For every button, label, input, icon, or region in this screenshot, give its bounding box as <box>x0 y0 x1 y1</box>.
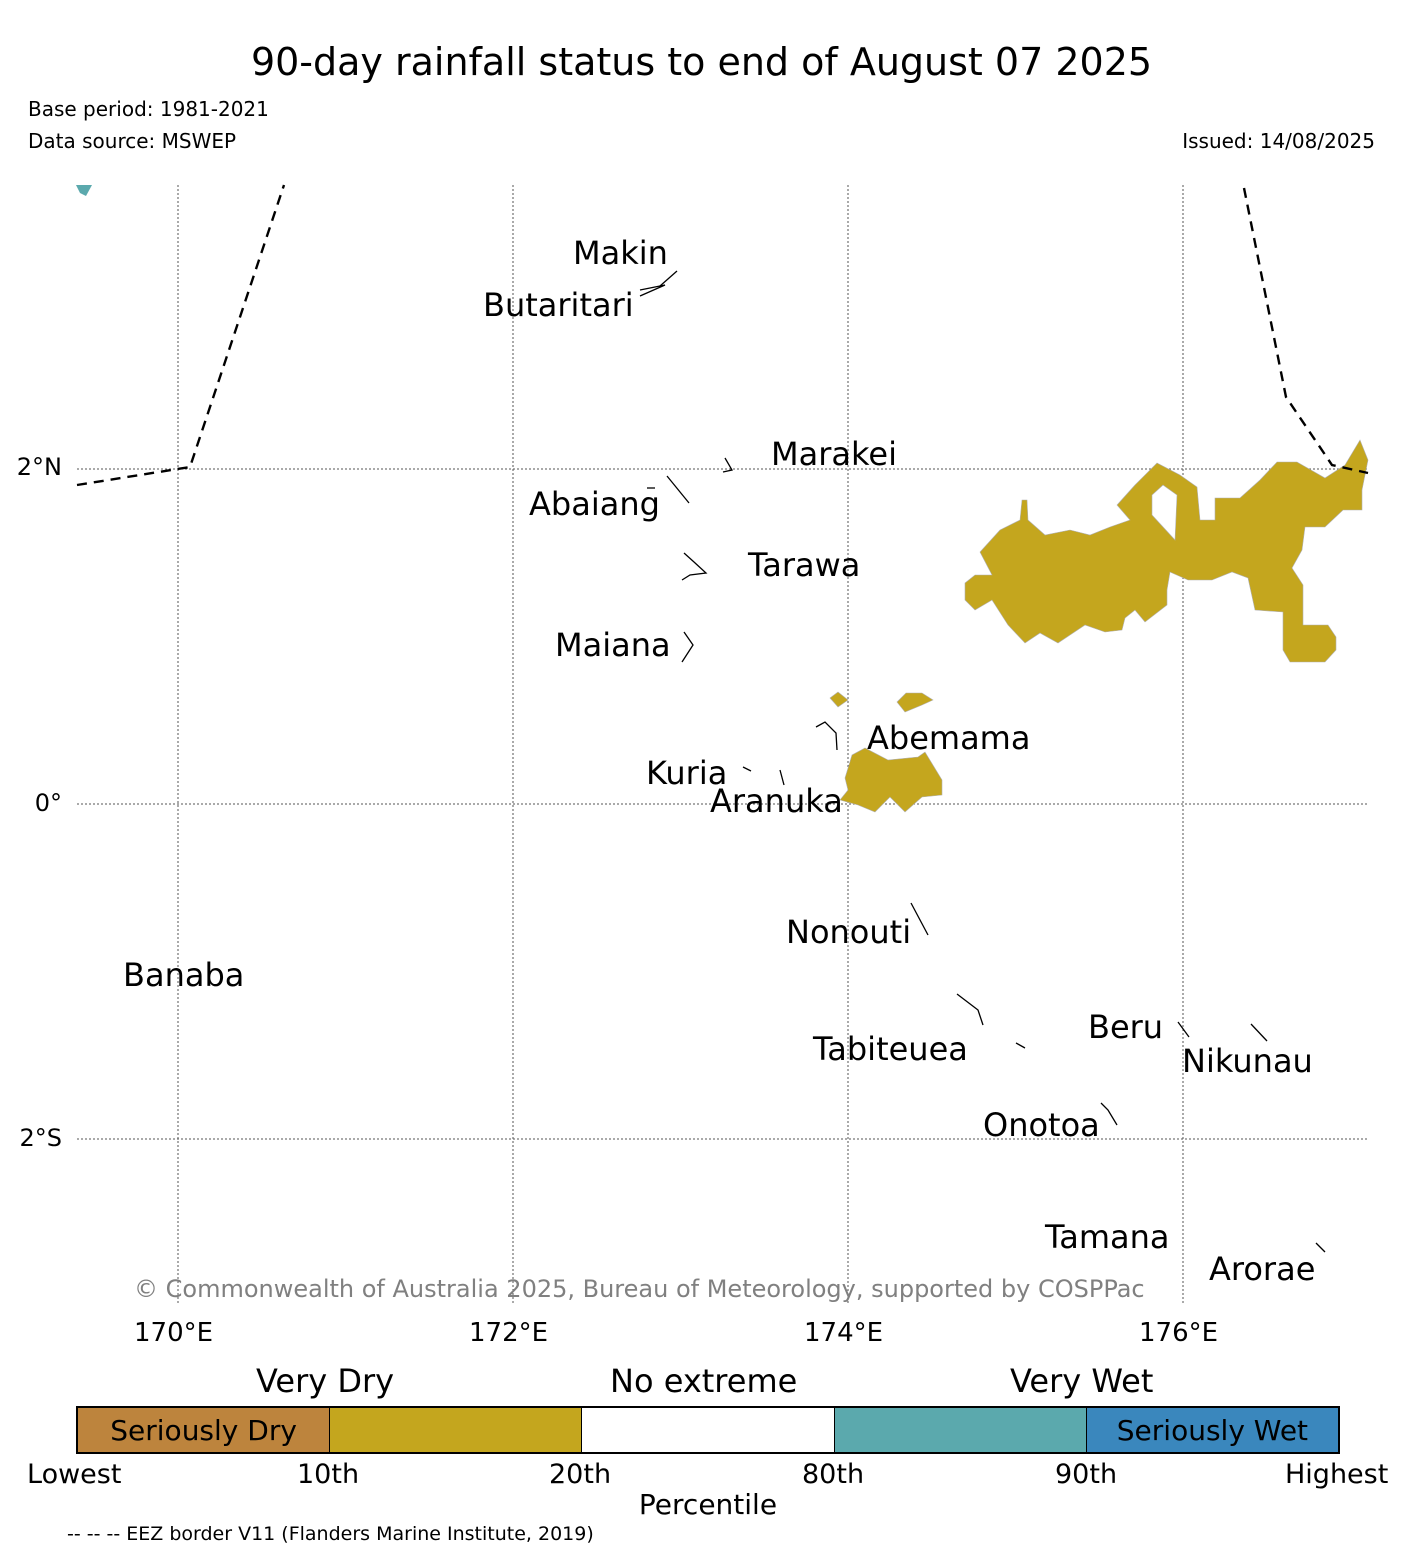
island-maiana-outline <box>681 631 694 663</box>
island-outlines <box>639 270 1326 1253</box>
place-label-abemama: Abemama <box>867 719 1031 757</box>
lon-label-170e: 170°E <box>134 1318 214 1348</box>
island-nikunau-outline <box>1250 1023 1268 1042</box>
lat-label-0: 0° <box>34 789 62 817</box>
very-wet-area-corner <box>76 185 92 196</box>
legend-tick-20th: 20th <box>549 1459 612 1490</box>
lon-label-176e: 176°E <box>1139 1318 1219 1348</box>
place-label-arorae: Arorae <box>1209 1250 1316 1288</box>
island-marakei-outline <box>722 457 734 473</box>
island-beru-outline <box>1177 1021 1190 1038</box>
lon-label-172e: 172°E <box>469 1318 549 1348</box>
island-tabiteuea-south-outline <box>1015 1042 1026 1049</box>
eez-borders <box>76 184 1369 487</box>
eez-border-east <box>1242 187 1369 475</box>
place-label-banaba: Banaba <box>123 956 245 994</box>
island-tarawa-outline <box>681 552 708 581</box>
legend-segment-seriously-dry: Seriously Dry <box>78 1408 330 1452</box>
legend-category-no-extreme: No extreme <box>610 1362 798 1400</box>
copyright-notice: © Commonwealth of Australia 2025, Bureau… <box>134 1275 1145 1303</box>
island-arorae-outline <box>1315 1242 1326 1253</box>
base-period: Base period: 1981-2021 <box>28 97 269 121</box>
place-label-tarawa: Tarawa <box>748 546 861 584</box>
lat-label-2n: 2°N <box>16 453 62 481</box>
island-kuria-outline <box>742 766 752 772</box>
island-tabiteuea-north-outline <box>956 993 984 1026</box>
data-source: Data source: MSWEP <box>28 129 237 153</box>
place-label-nonouti: Nonouti <box>786 913 912 951</box>
place-label-aranuka: Aranuka <box>710 782 843 820</box>
legend-segment-very-dry <box>329 1408 582 1452</box>
legend-segment-seriously-wet: Seriously Wet <box>1085 1408 1339 1452</box>
place-label-beru: Beru <box>1088 1008 1164 1046</box>
place-label-butaritari: Butaritari <box>483 286 634 324</box>
legend-tick-90th: 90th <box>1055 1459 1118 1490</box>
place-label-kuria: Kuria <box>646 754 728 792</box>
legend-colorbar: Seriously Dry Seriously Wet <box>76 1406 1340 1454</box>
legend-segment-label: Seriously Wet <box>1116 1413 1309 1447</box>
island-butaritari-outline <box>639 284 666 297</box>
legend-axis-label: Percentile <box>638 1488 778 1521</box>
place-label-marakei: Marakei <box>771 435 897 473</box>
legend-segment-no-extreme <box>581 1408 834 1452</box>
very-dry-area-small-2 <box>829 691 849 708</box>
gridlines <box>77 185 1368 1305</box>
island-makin-outline <box>659 270 678 287</box>
eez-border-west <box>76 184 286 487</box>
eez-border-note: -- -- -- EEZ border V11 (Flanders Marine… <box>67 1523 594 1545</box>
place-label-maiana: Maiana <box>555 626 671 664</box>
very-dry-areas <box>829 439 1369 813</box>
legend-category-very-wet: Very Wet <box>1010 1362 1154 1400</box>
island-abemama-outline <box>815 721 838 751</box>
island-abaiang-outline <box>666 475 690 504</box>
place-label-tabiteuea: Tabiteuea <box>813 1030 968 1068</box>
lon-label-174e: 174°E <box>804 1318 884 1348</box>
issued-date: Issued: 14/08/2025 <box>1182 129 1375 153</box>
lat-label-2s: 2°S <box>19 1124 62 1152</box>
very-dry-area-small-1 <box>896 692 934 713</box>
place-label-onotoa: Onotoa <box>983 1106 1100 1144</box>
legend-segment-very-wet <box>833 1408 1086 1452</box>
place-label-tamana: Tamana <box>1045 1218 1170 1256</box>
legend-category-very-dry: Very Dry <box>256 1362 395 1400</box>
legend-tick-highest: Highest <box>1285 1459 1389 1490</box>
legend-segment-label: Seriously Dry <box>110 1413 297 1447</box>
place-label-makin: Makin <box>573 234 668 272</box>
place-label-abaiang: Abaiang <box>529 485 660 523</box>
very-dry-area-abemama <box>839 747 943 813</box>
legend-tick-lowest: Lowest <box>27 1459 122 1490</box>
place-label-nikunau: Nikunau <box>1182 1042 1313 1080</box>
island-nonouti-outline <box>910 902 929 936</box>
map-title: 90-day rainfall status to end of August … <box>250 40 1153 84</box>
very-dry-area-north-east <box>964 439 1369 663</box>
legend-tick-10th: 10th <box>297 1459 360 1490</box>
island-onotoa-outline <box>1100 1102 1118 1126</box>
island-aranuka-outline <box>779 769 785 786</box>
legend-tick-80th: 80th <box>802 1459 865 1490</box>
